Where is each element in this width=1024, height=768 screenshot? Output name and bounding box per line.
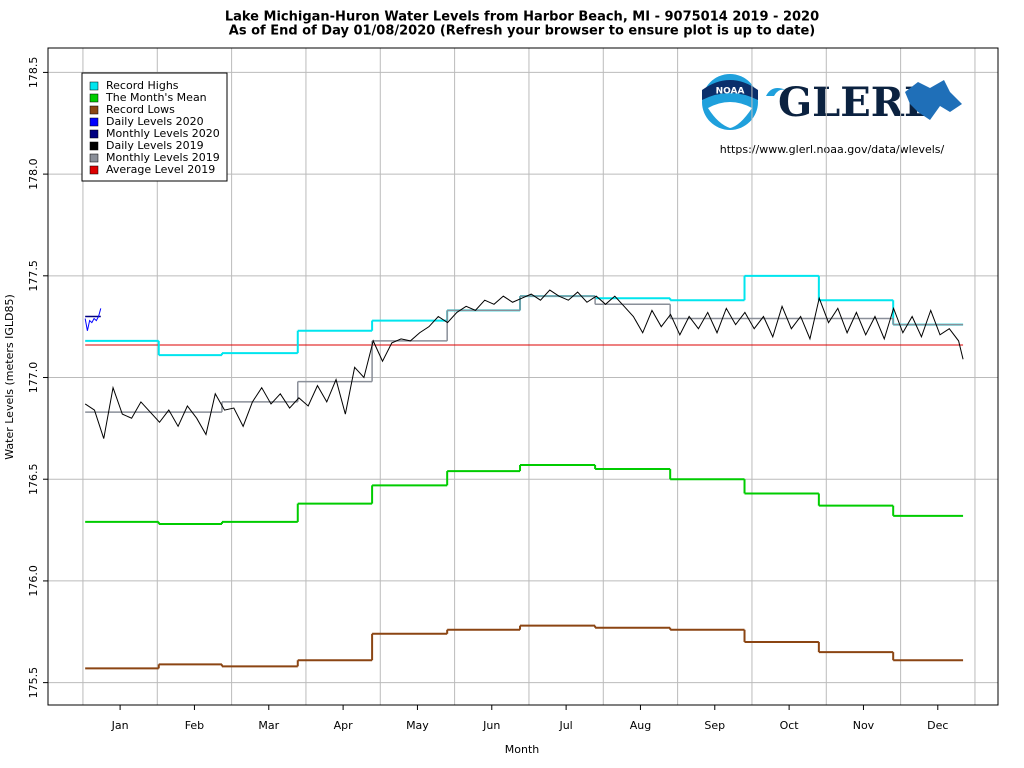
y-tick-label: 178.5 — [27, 57, 40, 89]
legend-label: Daily Levels 2019 — [106, 139, 204, 152]
x-tick-label: May — [406, 719, 429, 732]
chart-subtitle: As of End of Day 01/08/2020 (Refresh you… — [229, 24, 815, 39]
noaa-bird — [708, 102, 752, 128]
legend-box — [81, 72, 228, 182]
legend-swatch — [89, 117, 99, 127]
daily-line — [84, 289, 964, 439]
legend-label: Monthly Levels 2019 — [106, 151, 220, 164]
x-tick-label: Feb — [185, 719, 204, 732]
legend-label: Record Lows — [106, 103, 175, 116]
noaa-text: NOAA — [716, 87, 745, 97]
logo: NOAA GLERL https://www.glerl.noaa.gov/da… — [702, 74, 962, 156]
x-tick-label: Aug — [630, 719, 651, 732]
y-tick-label: 177.0 — [27, 362, 40, 394]
legend-label: Monthly Levels 2020 — [106, 127, 220, 140]
legend-swatch — [89, 165, 99, 175]
noaa-badge-top — [702, 80, 758, 100]
y-tick-label: 177.5 — [27, 260, 40, 292]
legend-swatch — [89, 105, 99, 115]
x-tick-label: Jan — [111, 719, 129, 732]
legend-label: Record Highs — [106, 79, 179, 92]
legend-swatch — [89, 141, 99, 151]
legend-swatch — [89, 153, 99, 163]
x-tick-label: Jun — [482, 719, 500, 732]
y-tick-label: 175.5 — [27, 667, 40, 699]
y-tick-label: 176.5 — [27, 463, 40, 495]
legend-label: Average Level 2019 — [106, 163, 215, 176]
x-tick-label: Sep — [704, 719, 725, 732]
x-tick-label: Apr — [334, 719, 354, 732]
legend-label: Daily Levels 2020 — [106, 115, 204, 128]
logo-url: https://www.glerl.noaa.gov/data/wlevels/ — [720, 143, 945, 156]
x-axis-label: Month — [505, 743, 540, 756]
plot-frame — [47, 47, 999, 706]
legend-label: The Month's Mean — [105, 91, 207, 104]
daily-line — [84, 308, 102, 331]
x-tick-label: Mar — [258, 719, 279, 732]
legend-swatch — [89, 93, 99, 103]
y-tick-label: 178.0 — [27, 158, 40, 190]
glerl-wave — [766, 88, 786, 96]
x-tick-label: Jul — [558, 719, 572, 732]
legend-swatch — [89, 129, 99, 139]
x-tick-label: Oct — [780, 719, 800, 732]
y-tick-label: 176.0 — [27, 565, 40, 597]
glerl-text: GLERL — [778, 79, 932, 126]
great-lakes-icon — [905, 80, 962, 120]
x-tick-label: Dec — [927, 719, 948, 732]
x-tick-label: Nov — [853, 719, 875, 732]
y-axis-label: Water Levels (meters IGLD85) — [3, 294, 16, 460]
chart-title: Lake Michigan-Huron Water Levels from Ha… — [225, 10, 819, 25]
legend-swatch — [89, 81, 99, 91]
